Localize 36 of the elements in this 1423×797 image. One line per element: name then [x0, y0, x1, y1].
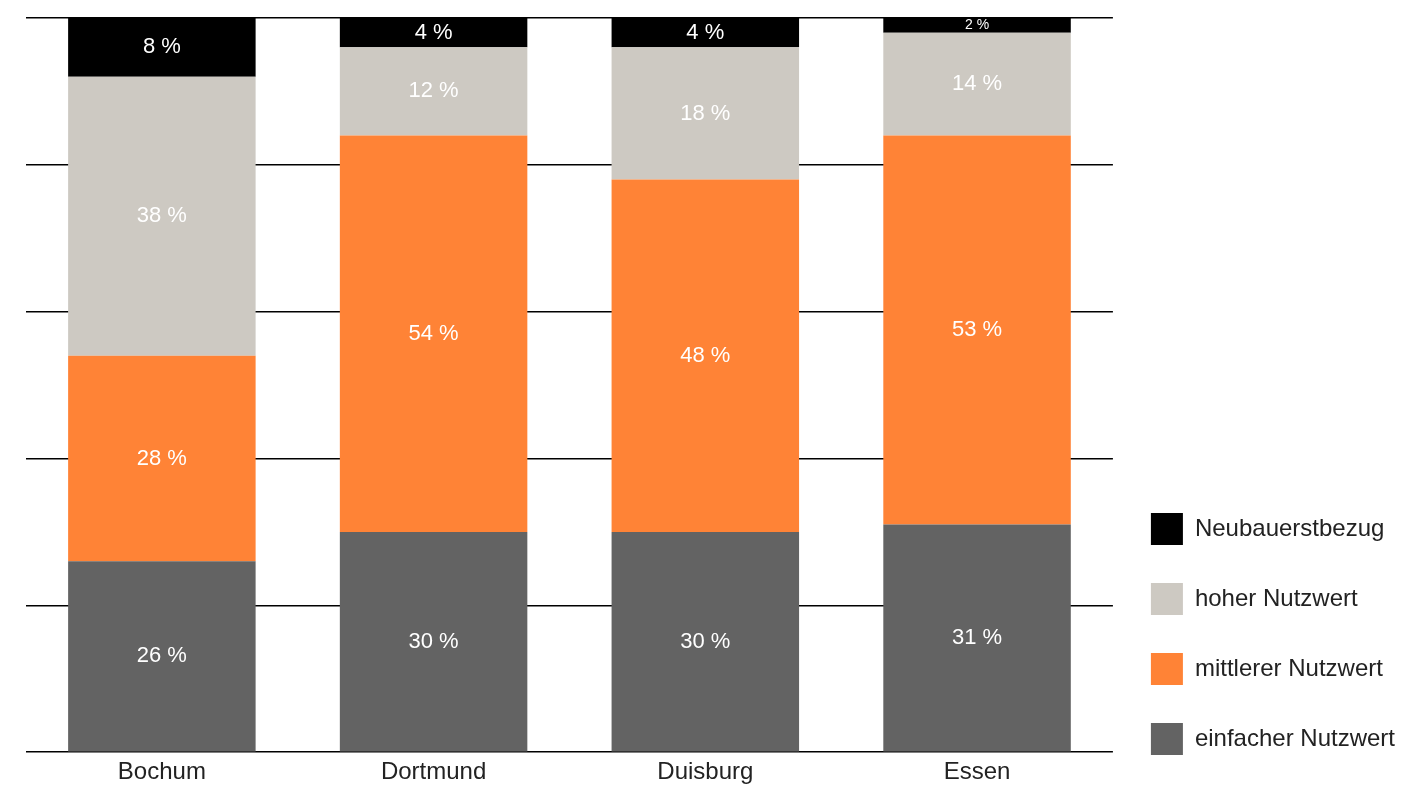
legend-label: mittlerer Nutzwert — [1194, 653, 1384, 681]
data-label: 4 % — [414, 18, 453, 44]
data-label: 28 % — [136, 444, 187, 470]
data-label: 38 % — [136, 202, 187, 228]
data-label: 48 % — [680, 341, 731, 367]
data-label: 54 % — [408, 319, 459, 345]
bar — [339, 531, 528, 752]
data-label: 12 % — [408, 77, 459, 103]
bar — [611, 179, 800, 532]
data-label: 31 % — [951, 624, 1003, 650]
bar — [339, 135, 528, 532]
data-label: 18 % — [680, 99, 731, 125]
data-label: 4 % — [686, 18, 725, 44]
x-tick-label: Bochum — [117, 757, 206, 785]
bar — [611, 47, 800, 180]
bar — [883, 524, 1071, 752]
legend-label: Neubauerstbezug — [1194, 513, 1385, 541]
data-label: 53 % — [951, 316, 1003, 342]
bar — [883, 32, 1071, 136]
x-tick-label: Duisburg — [657, 757, 754, 785]
bar — [611, 531, 800, 752]
bar — [68, 76, 256, 356]
bar — [68, 561, 256, 752]
data-label: 14 % — [951, 70, 1003, 96]
bar — [883, 135, 1071, 525]
data-label: 30 % — [408, 627, 459, 653]
bar — [68, 355, 256, 562]
data-label: 8 % — [142, 33, 181, 59]
bar — [339, 47, 528, 136]
data-label: 2 % — [964, 16, 990, 33]
legend-label: hoher Nutzwert — [1194, 583, 1358, 611]
data-label: 26 % — [136, 642, 187, 668]
x-tick-label: Dortmund — [380, 757, 487, 785]
x-tick-label: Essen — [943, 757, 1011, 785]
data-label: 30 % — [680, 627, 731, 653]
legend-label: einfacher Nutzwert — [1194, 723, 1396, 751]
